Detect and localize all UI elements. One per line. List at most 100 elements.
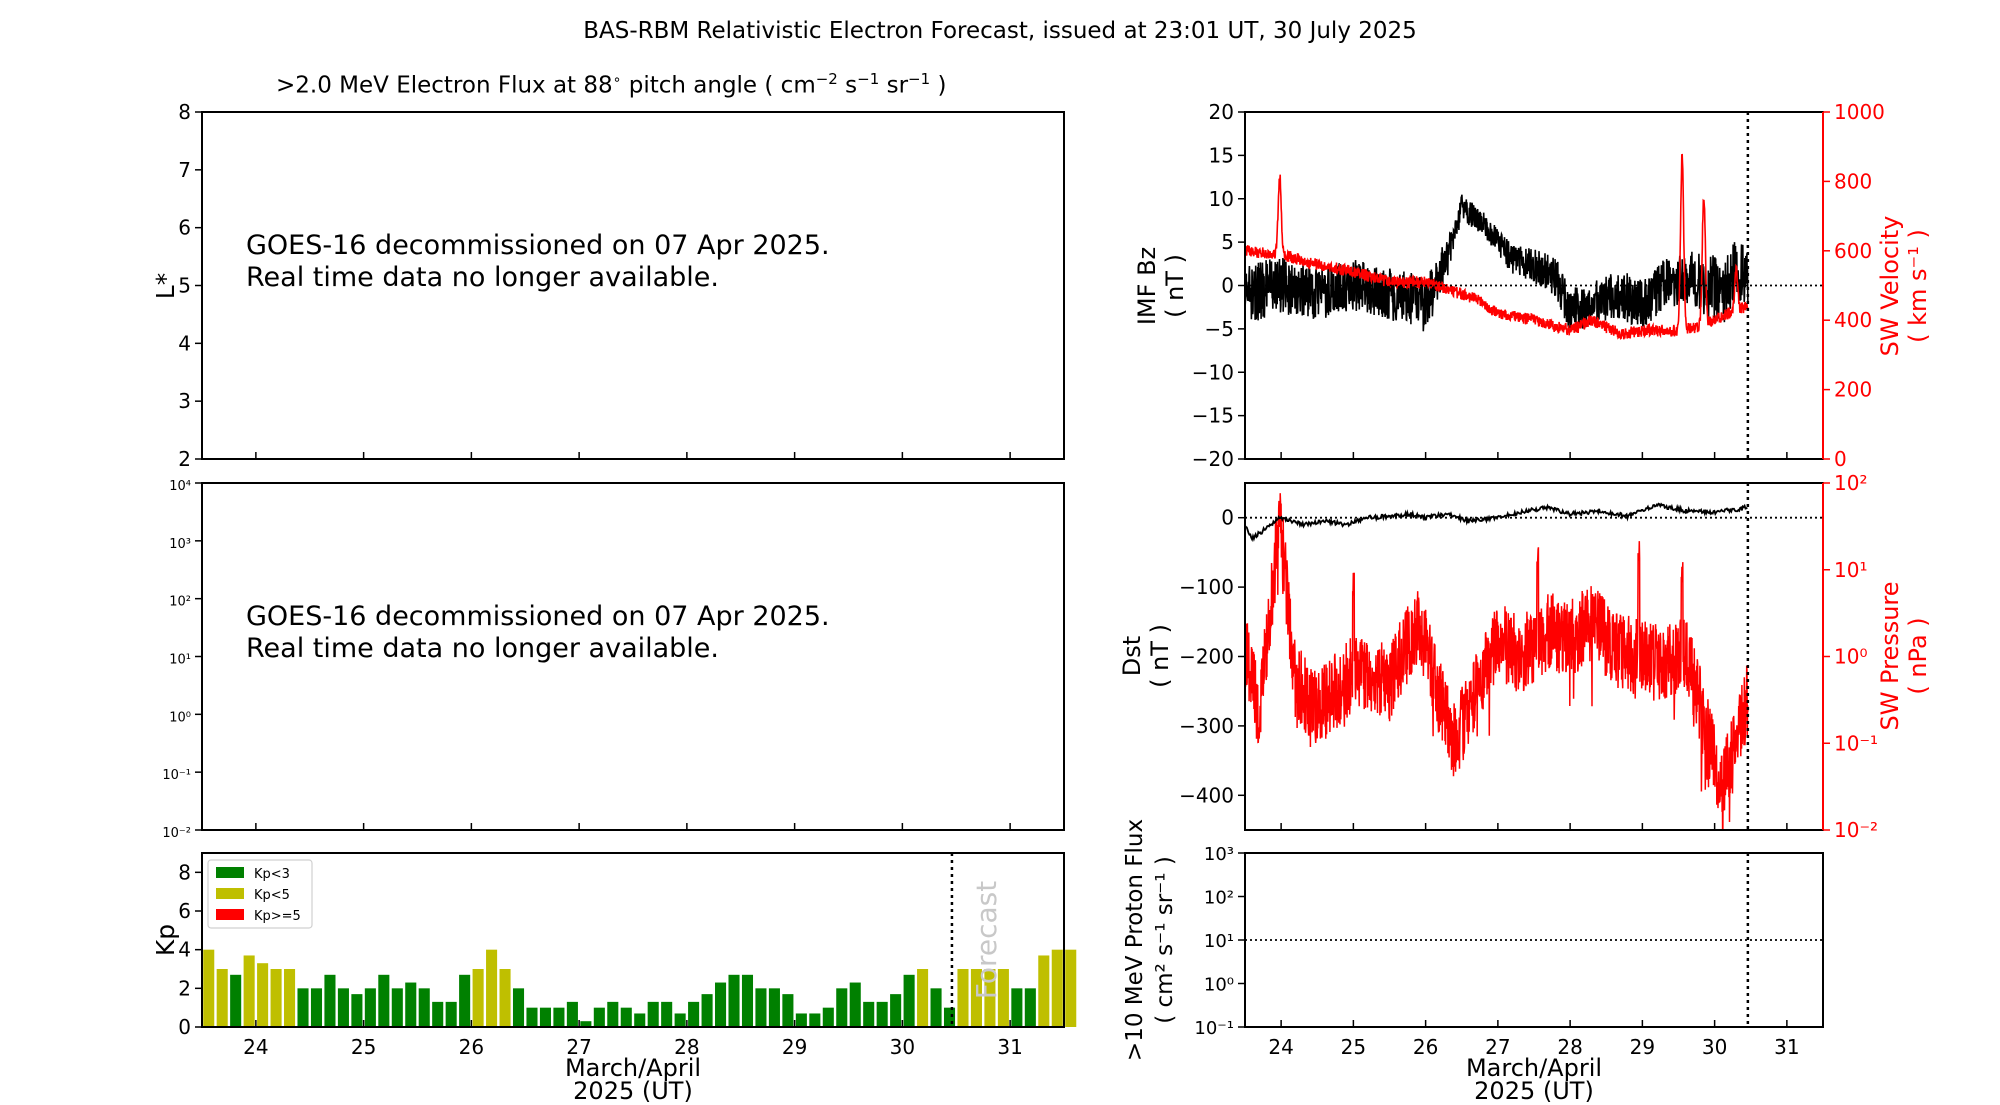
kp-bar — [876, 1001, 888, 1027]
kp-bar — [1011, 988, 1023, 1027]
kp-bar — [270, 969, 282, 1027]
flux-title-u3: −1 — [908, 70, 931, 88]
kp-y-label: Kp — [151, 924, 180, 956]
kp-bar — [795, 1013, 807, 1027]
velocity-y-label-1: SW Velocity — [1876, 216, 1904, 357]
forecast-label: Forecast — [970, 881, 1003, 1000]
kp-bar — [836, 988, 848, 1027]
kp-x-tick-label-24: 24 — [243, 1035, 268, 1059]
kp-bar — [203, 949, 215, 1027]
kp-bar — [391, 988, 403, 1027]
kp-bar — [620, 1007, 632, 1027]
notice-line-1-flux: GOES-16 decommissioned on 07 Apr 2025. — [246, 601, 830, 632]
kp-bar — [903, 974, 915, 1027]
imf-y-tick-label-7: 15 — [1209, 143, 1234, 167]
dst-y-axis-left: −400 −300 −200 −100 0 — [1179, 506, 1245, 807]
kp-x-tick-label-25: 25 — [351, 1035, 376, 1059]
proton-x-tick-label-24: 24 — [1268, 1035, 1293, 1059]
kp-bar — [890, 994, 902, 1027]
kp-x-tick-label-27: 27 — [566, 1035, 591, 1059]
notice-line-1: GOES-16 decommissioned on 07 Apr 2025. — [246, 230, 830, 261]
imf-y-tick-label-4: 0 — [1221, 274, 1234, 298]
kp-bars — [203, 949, 1077, 1027]
dst-y-tick-label-0: −400 — [1179, 783, 1234, 807]
proton-y-label-1: >10 MeV Proton Flux — [1122, 819, 1148, 1061]
kp-bar — [405, 982, 417, 1027]
proton-x-tick-label-27: 27 — [1485, 1035, 1510, 1059]
pres-y-tick-label-4: 10² — [1834, 471, 1867, 495]
lstar-y-tick-label-3: 5 — [178, 274, 191, 298]
kp-bar — [917, 969, 929, 1027]
flux-y-axis: 10⁻² 10⁻¹ 10⁰ 10¹ 10² 10³ 10⁴ — [162, 479, 202, 841]
imf-bz-series — [1245, 194, 1749, 332]
flux-panel-title: >2.0 MeV Electron Flux at 88∘ pitch angl… — [276, 70, 946, 99]
kp-x-tick-label-26: 26 — [459, 1035, 484, 1059]
flux-y-tick-label-0: 10⁻² — [162, 826, 191, 841]
dst-y-tick-label-3: −100 — [1179, 575, 1234, 599]
proton-y-axis: 10⁻¹ 10⁰ 10¹ 10² 10³ — [1194, 844, 1245, 1039]
pres-y-tick-label-0: 10⁻² — [1834, 818, 1878, 842]
lstar-y-axis: 2 3 4 5 6 7 8 — [178, 100, 202, 471]
vel-y-tick-label-1: 200 — [1834, 378, 1872, 402]
kp-y-tick-label-0: 0 — [178, 1015, 191, 1039]
kp-bar — [459, 974, 471, 1027]
kp-bar — [957, 969, 969, 1027]
lstar-y-tick-label-6: 8 — [178, 100, 191, 124]
kp-bar — [741, 974, 754, 1027]
proton-x-tick-label-30: 30 — [1702, 1035, 1727, 1059]
flux-title-u2: −1 — [857, 70, 880, 88]
pressure-y-label-1: SW Pressure — [1876, 581, 1904, 730]
flux-y-tick-label-6: 10⁴ — [169, 479, 191, 494]
kp-y-axis: 0 2 4 6 8 — [178, 860, 202, 1039]
flux-y-tick-label-5: 10³ — [169, 537, 191, 552]
kp-bar — [1038, 955, 1050, 1027]
kp-bar — [715, 982, 727, 1027]
kp-bar — [284, 969, 296, 1027]
kp-bar — [566, 1001, 578, 1027]
kp-plot-frame — [201, 852, 1065, 1028]
notice-line-2-flux: Real time data no longer available. — [246, 633, 719, 664]
kp-bar — [1065, 949, 1077, 1027]
kp-bar — [674, 1013, 686, 1027]
legend-label-kp-low: Kp<3 — [254, 867, 290, 882]
flux-y-tick-label-3: 10¹ — [169, 653, 191, 668]
legend-swatch-kp-high — [216, 909, 244, 920]
kp-bar — [418, 988, 430, 1027]
imf-y-tick-label-8: 20 — [1209, 100, 1234, 124]
imf-x-ticks — [1280, 452, 1788, 459]
kp-bar — [930, 988, 942, 1027]
proton-y-tick-label-4: 10³ — [1204, 844, 1234, 865]
lstar-y-tick-label-2: 4 — [178, 331, 191, 355]
kp-bar — [580, 1021, 592, 1027]
dst-y-axis-right: 10⁻² 10⁻¹ 10⁰ 10¹ 10² — [1823, 471, 1878, 842]
kp-bar — [310, 988, 323, 1027]
dst-x-ticks — [1280, 823, 1788, 830]
kp-y-tick-label-1: 2 — [178, 976, 191, 1000]
pres-y-tick-label-1: 10⁻¹ — [1834, 731, 1878, 755]
kp-x-tick-label-30: 30 — [890, 1035, 915, 1059]
kp-bar — [755, 988, 767, 1027]
kp-bar — [607, 1001, 619, 1027]
kp-bar — [243, 955, 255, 1027]
legend-label-kp-mid: Kp<5 — [254, 888, 290, 903]
kp-bar — [1051, 949, 1063, 1027]
velocity-y-label-2: ( km s⁻¹ ) — [1904, 229, 1932, 343]
kp-bar — [539, 1007, 551, 1027]
proton-y-tick-label-0: 10⁻¹ — [1194, 1018, 1234, 1039]
kp-bar — [351, 994, 363, 1027]
flux-title-u1: −2 — [815, 70, 838, 88]
kp-bar — [768, 988, 780, 1027]
kp-bar — [688, 1001, 700, 1027]
imf-y-tick-label-3: −5 — [1205, 317, 1234, 341]
kp-legend: Kp<3 Kp<5 Kp>=5 — [207, 859, 313, 929]
kp-bar — [512, 988, 525, 1027]
kp-bar — [634, 1013, 646, 1027]
imf-y-axis-right: 0 200 400 600 800 1000 — [1823, 100, 1885, 471]
kp-bar — [822, 1007, 834, 1027]
flux-title-mid: pitch angle ( cm — [621, 72, 816, 99]
lstar-y-tick-label-4: 6 — [178, 216, 191, 240]
vel-y-tick-label-5: 1000 — [1834, 100, 1885, 124]
sw-pressure-series — [1245, 493, 1749, 830]
kp-bar — [526, 1007, 538, 1027]
